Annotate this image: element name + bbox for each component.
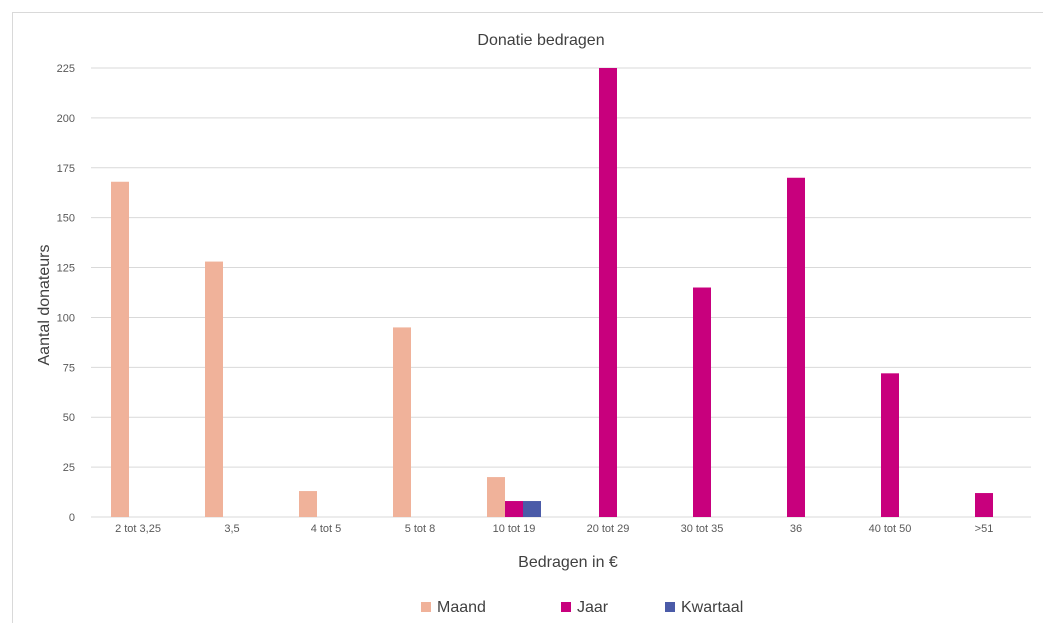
y-tick-label: 175 [57, 163, 75, 175]
chart-title: Donatie bedragen [477, 32, 604, 49]
y-tick-label: 0 [69, 512, 75, 524]
y-tick-label: 150 [57, 213, 75, 225]
y-tick-label: 25 [63, 462, 75, 474]
x-tick-label: 5 tot 8 [405, 523, 436, 535]
y-tick-label: 225 [57, 63, 75, 75]
bar-maand-1 [205, 262, 223, 517]
x-tick-label: 10 tot 19 [493, 523, 536, 535]
bar-jaar-7 [787, 178, 805, 517]
legend-swatch-maand [421, 602, 431, 612]
y-tick-label: 100 [57, 312, 75, 324]
x-tick-label: 36 [790, 523, 802, 535]
bar-chart: Donatie bedragen 0 25 50 75 100 125 150 175 200 2… [13, 13, 1043, 624]
legend-swatch-kwartaal [665, 602, 675, 612]
x-axis-title: Bedragen in € [518, 554, 618, 571]
bar-jaar-4 [505, 501, 523, 517]
legend-label-maand: Maand [437, 599, 486, 616]
y-tick-label: 50 [63, 412, 75, 424]
bar-jaar-8 [881, 373, 899, 517]
y-tick-label: 125 [57, 263, 75, 275]
bars [111, 68, 993, 517]
y-axis-ticks: 0 25 50 75 100 125 150 175 200 225 [57, 63, 75, 524]
x-tick-label: >51 [975, 523, 994, 535]
x-tick-label: 4 tot 5 [311, 523, 342, 535]
bar-maand-0 [111, 182, 129, 517]
bar-kwartaal-4 [523, 501, 541, 517]
bar-jaar-5 [599, 68, 617, 517]
legend-label-kwartaal: Kwartaal [681, 599, 743, 616]
legend-label-jaar: Jaar [577, 599, 609, 616]
bar-jaar-6 [693, 288, 711, 517]
bar-maand-4 [487, 477, 505, 517]
bar-maand-2 [299, 491, 317, 517]
y-tick-label: 200 [57, 113, 75, 125]
x-tick-label: 30 tot 35 [681, 523, 724, 535]
x-tick-label: 20 tot 29 [587, 523, 630, 535]
chart-container: Donatie bedragen 0 25 50 75 100 125 150 175 200 2… [12, 12, 1043, 623]
x-tick-label: 2 tot 3,25 [115, 523, 161, 535]
x-tick-label: 3,5 [224, 523, 239, 535]
bar-maand-3 [393, 327, 411, 517]
y-tick-label: 75 [63, 362, 75, 374]
bar-jaar-9 [975, 493, 993, 517]
x-tick-label: 40 tot 50 [869, 523, 912, 535]
legend-swatch-jaar [561, 602, 571, 612]
y-axis-title: Aantal donateurs [36, 245, 53, 366]
x-axis-ticks: 2 tot 3,25 3,5 4 tot 5 5 tot 8 10 tot 19 20 t… [115, 523, 993, 535]
legend: Maand Jaar Kwartaal [421, 599, 743, 616]
